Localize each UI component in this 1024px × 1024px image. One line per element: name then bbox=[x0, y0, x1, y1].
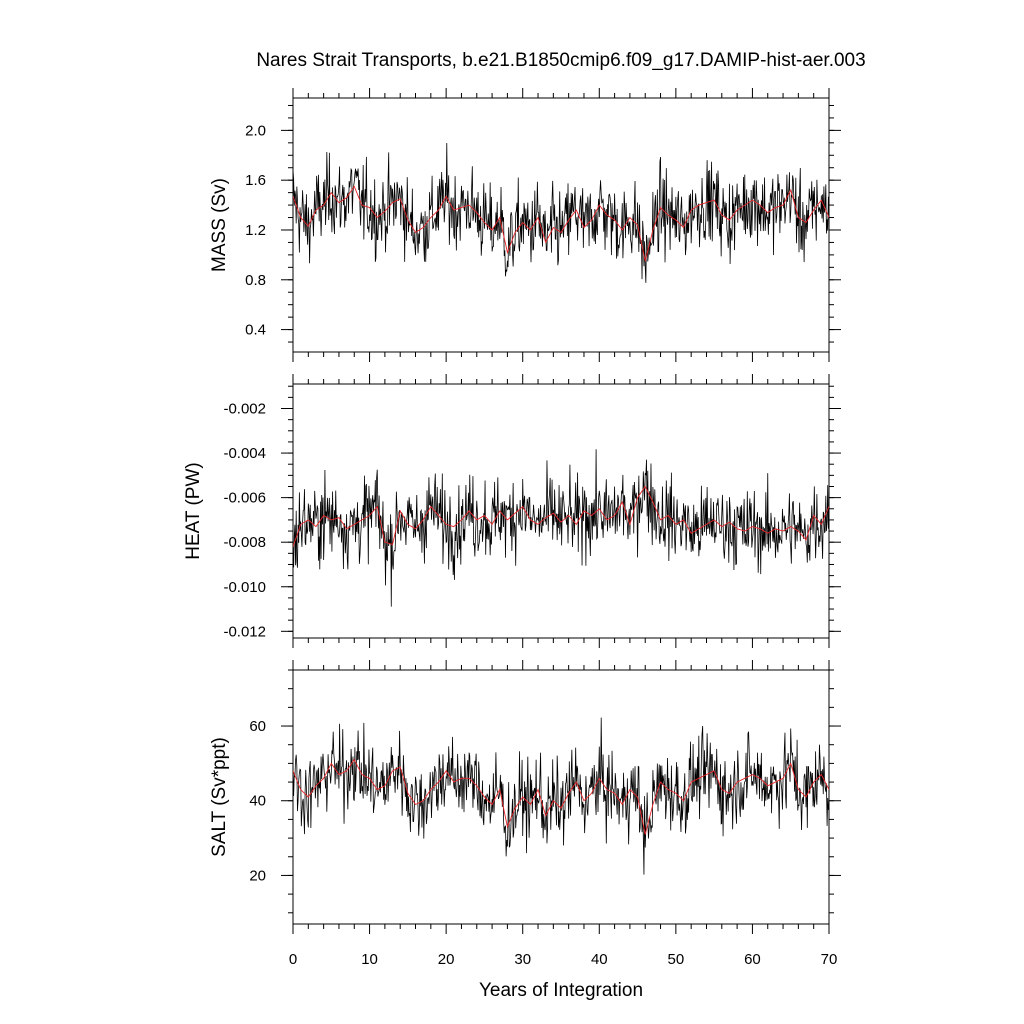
y-tick-label: 1.6 bbox=[245, 172, 266, 189]
x-tick-label: 0 bbox=[289, 951, 297, 968]
x-axis-label: Years of Integration bbox=[479, 980, 643, 1001]
salt-plot-frame bbox=[292, 669, 830, 925]
y-tick-label: -0.010 bbox=[223, 579, 266, 596]
salt-annual-mean-series bbox=[293, 758, 829, 835]
chart-title: Nares Strait Transports, b.e21.B1850cmip… bbox=[256, 50, 865, 71]
y-axis-label: SALT (Sv*ppt) bbox=[209, 737, 230, 857]
x-tick-label: 70 bbox=[821, 951, 838, 968]
heat-plot-frame bbox=[292, 383, 830, 639]
y-tick-label: 20 bbox=[249, 867, 266, 884]
y-tick-label: -0.006 bbox=[223, 490, 266, 507]
y-axis-label: MASS (Sv) bbox=[209, 178, 230, 272]
y-tick-label: 1.2 bbox=[245, 222, 266, 239]
salt-monthly-series bbox=[293, 717, 829, 875]
mass-annual-mean-series bbox=[293, 185, 829, 262]
y-tick-label: -0.004 bbox=[223, 445, 266, 462]
x-tick-label: 30 bbox=[514, 951, 531, 968]
x-tick-label: 60 bbox=[744, 951, 761, 968]
y-tick-label: 40 bbox=[249, 793, 266, 810]
mass-monthly-series bbox=[293, 143, 829, 283]
y-tick-label: -0.012 bbox=[223, 623, 266, 640]
y-tick-label: 2.0 bbox=[245, 122, 266, 139]
y-tick-label: -0.002 bbox=[223, 401, 266, 418]
y-axis-label: HEAT (PW) bbox=[183, 462, 204, 559]
y-tick-label: -0.008 bbox=[223, 534, 266, 551]
x-tick-label: 40 bbox=[591, 951, 608, 968]
x-tick-label: 50 bbox=[668, 951, 685, 968]
panel-salt: 20 40 60 0 10 20 30 40 50 60 70 SALT (Sv*ppt) bbox=[209, 660, 841, 968]
y-tick-label: 0.8 bbox=[245, 272, 266, 289]
x-tick-label: 10 bbox=[361, 951, 378, 968]
heat-monthly-series bbox=[293, 449, 829, 607]
heat-annual-mean-series bbox=[293, 485, 829, 547]
y-tick-label: 60 bbox=[249, 718, 266, 735]
mass-plot-frame bbox=[292, 97, 830, 353]
panel-mass: 0.4 0.8 1.2 1.6 2.0 MASS (Sv) bbox=[209, 88, 841, 362]
y-tick-label: 0.4 bbox=[245, 322, 266, 339]
x-tick-label: 20 bbox=[438, 951, 455, 968]
panel-heat: -0.002 -0.004 -0.006 -0.008 -0.010 -0.012 HEAT… bbox=[183, 374, 841, 648]
